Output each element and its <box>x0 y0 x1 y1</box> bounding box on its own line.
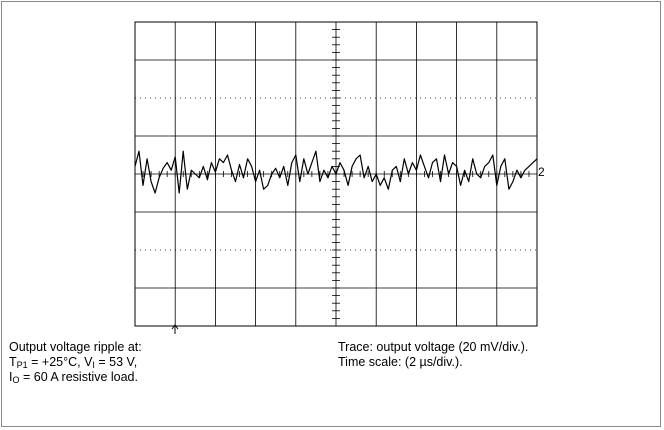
center-axis-ticks <box>134 21 538 327</box>
trigger-arrow-icon <box>171 324 179 334</box>
caption-line-2: TP1 = +25°C, VI = 53 V, <box>9 355 138 370</box>
voltage-trace-series <box>134 150 538 194</box>
trace-description: Trace: output voltage (20 mV/div.). <box>338 340 529 354</box>
trace-scale-caption: Trace: output voltage (20 mV/div.). Time… <box>338 340 528 370</box>
caption-line-1: Output voltage ripple at: <box>9 340 142 354</box>
trace-marker-label: 2 <box>538 165 545 179</box>
caption-line-3: IO = 60 A resistive load. <box>9 370 138 385</box>
time-scale-description: Time scale: (2 µs/div.). <box>338 355 463 369</box>
test-conditions-caption: Output voltage ripple at: TP1 = +25°C, V… <box>9 340 142 385</box>
oscilloscope-plot: 2 <box>134 21 545 334</box>
